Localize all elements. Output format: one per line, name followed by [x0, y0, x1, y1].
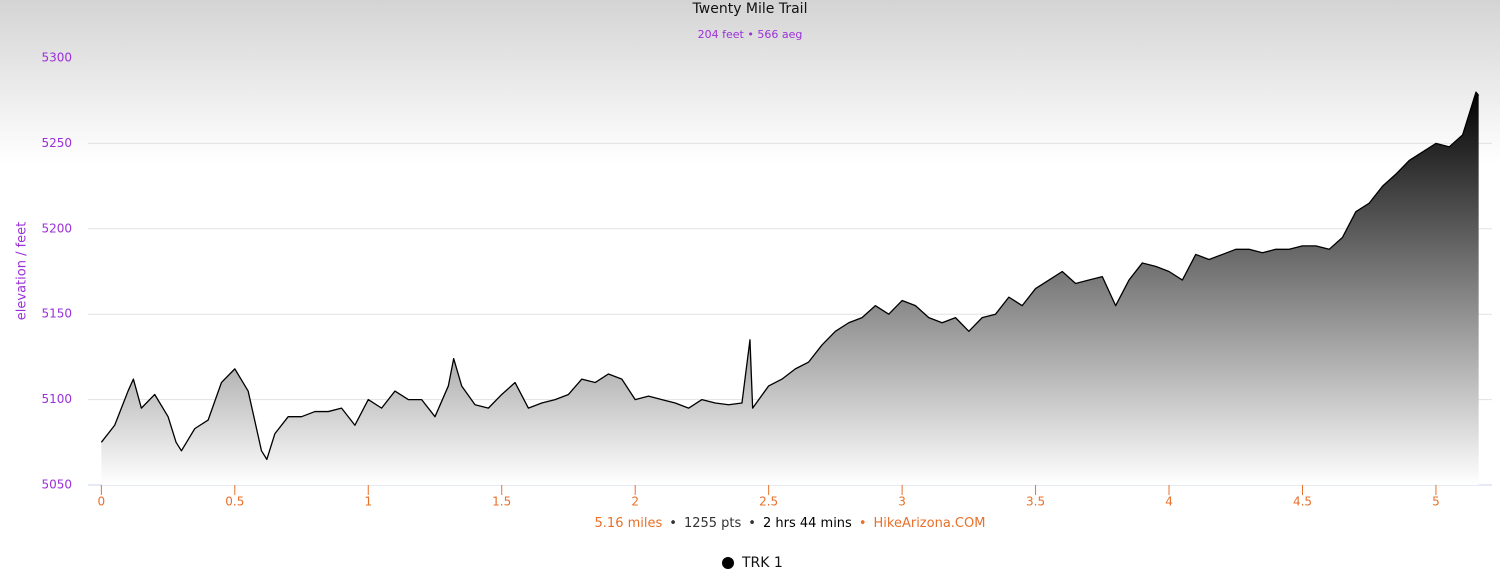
x-tick-label: 5 — [1432, 495, 1440, 509]
footer-item: • — [859, 516, 867, 531]
footer: 5.16 miles • 1255 pts • 2 hrs 44 mins • HikeAr… — [595, 516, 986, 531]
x-tick-label: 0 — [98, 495, 106, 509]
y-tick-label: 5250 — [41, 136, 72, 150]
x-tick-label: 2 — [631, 495, 639, 509]
y-axis-label: elevation / feet — [15, 222, 30, 320]
elevation-line — [100, 91, 1480, 461]
y-tick-label: 5050 — [41, 478, 72, 492]
y-tick-label: 5150 — [41, 307, 72, 321]
y-tick-label: 5300 — [41, 51, 72, 65]
footer-item: • — [748, 516, 756, 531]
x-tick-label: 4 — [1165, 495, 1173, 509]
x-tick-label: 0.5 — [225, 495, 244, 509]
footer-item: 5.16 miles — [595, 516, 663, 531]
x-tick-label: 2.5 — [759, 495, 778, 509]
footer-item: 2 hrs 44 mins — [763, 516, 852, 531]
plot: 5050 5100 5150 5200 5250 5300 0 0.5 1 1.5 2 2.5 3 3.5… — [41, 51, 1492, 509]
x-tick-label: 1.5 — [492, 495, 511, 509]
y-tick-label: 5200 — [41, 221, 72, 235]
footer-item: HikeArizona.COM — [874, 516, 986, 531]
footer-item: • — [669, 516, 677, 531]
legend-marker — [722, 557, 734, 569]
x-tick-label: 4.5 — [1293, 495, 1312, 509]
x-tick-label: 3 — [898, 495, 906, 509]
chart-title: Twenty Mile Trail — [692, 1, 808, 17]
footer-item: 1255 pts — [684, 516, 742, 531]
legend-label[interactable]: TRK 1 — [741, 555, 783, 571]
y-tick-label: 5100 — [41, 392, 72, 406]
chart-subtitle: 204 feet • 566 aeg — [698, 28, 803, 41]
area-fill — [101, 92, 1479, 485]
x-tick-label: 3.5 — [1026, 495, 1045, 509]
x-tick-label: 1 — [364, 495, 372, 509]
